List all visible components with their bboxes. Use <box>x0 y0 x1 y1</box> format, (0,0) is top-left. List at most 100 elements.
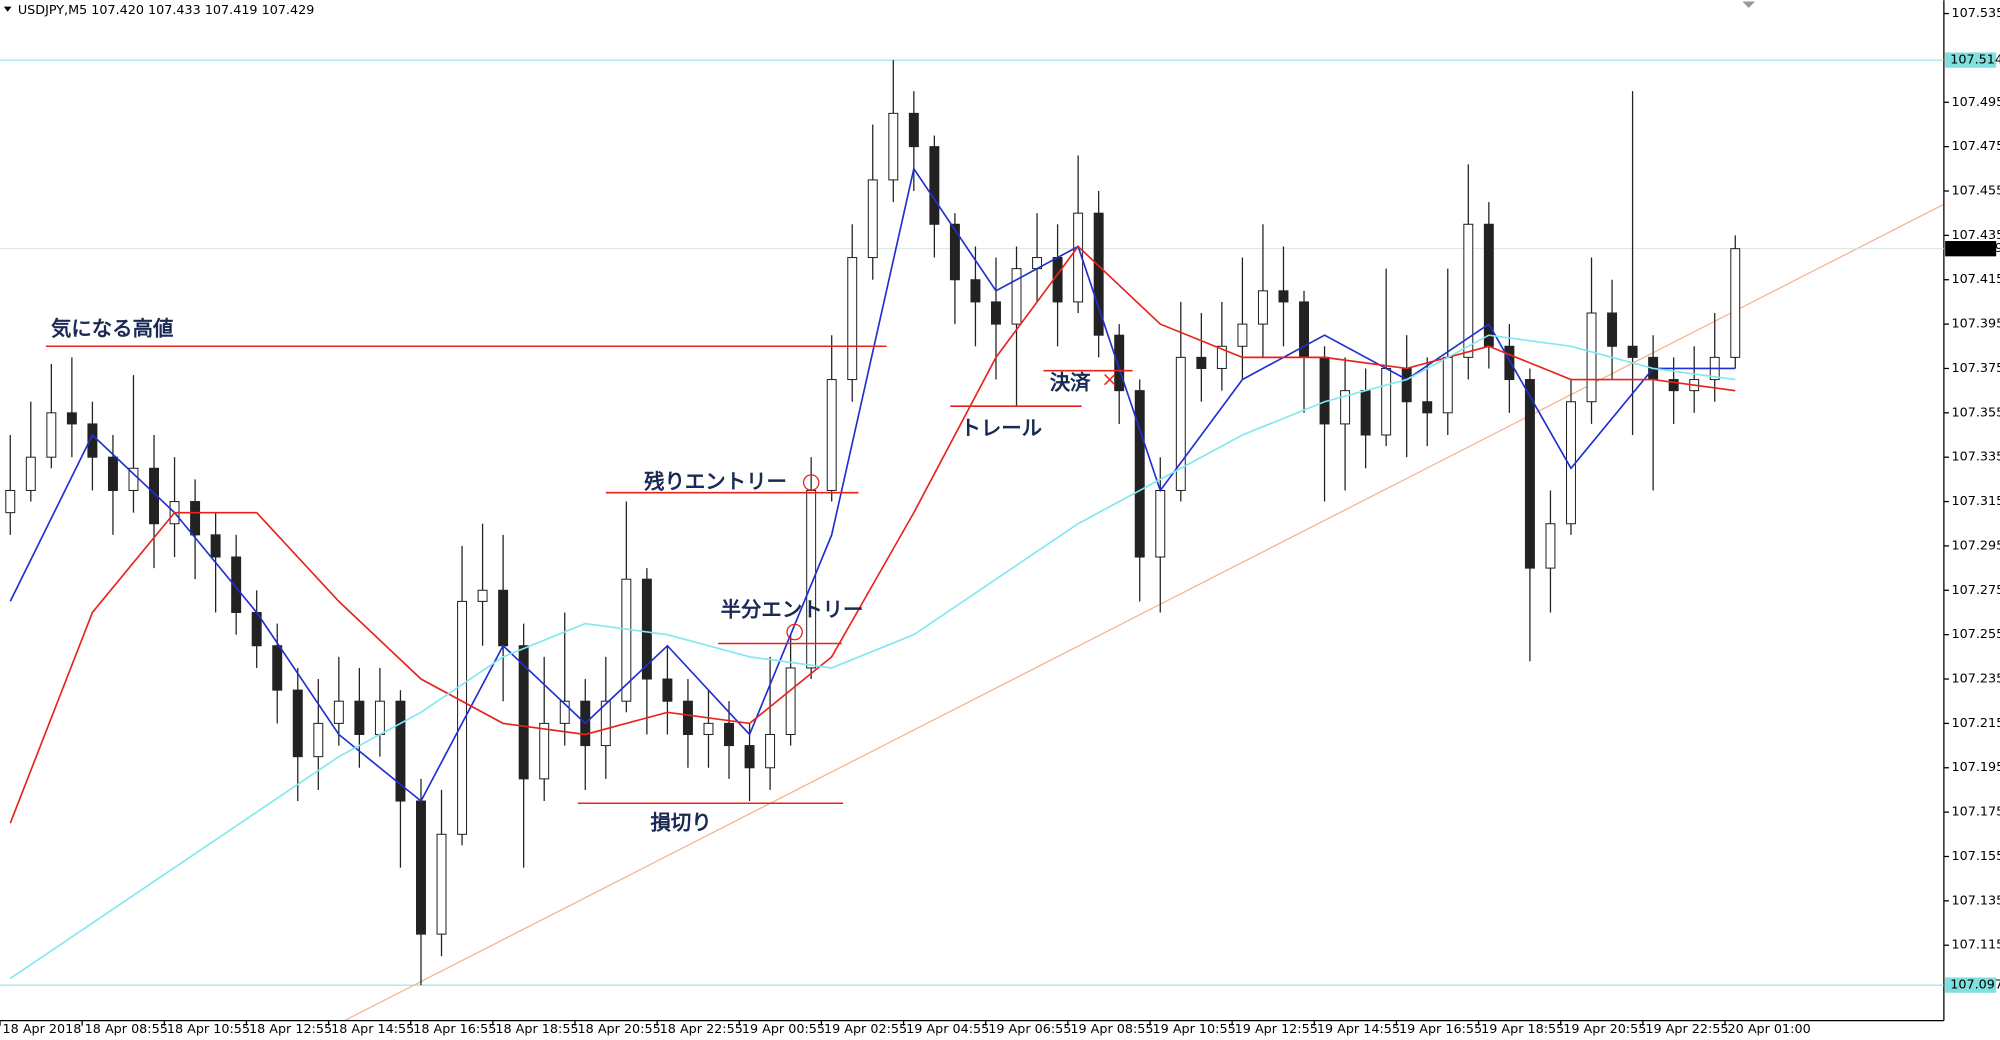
candle-body <box>149 467 159 525</box>
candle-body <box>1155 489 1166 558</box>
candle-body <box>662 678 673 702</box>
y-tick-label: 107.435 <box>1952 228 2000 243</box>
exit-marker <box>1104 373 1116 386</box>
candle-body <box>395 700 406 802</box>
candle-body <box>991 301 1001 325</box>
x-tick-label: 19 Apr 06:55 <box>988 1022 1071 1037</box>
annotation-label: 損切り <box>651 811 712 835</box>
annotation-label: 半分エントリー <box>721 597 864 621</box>
y-tick-label: 107.175 <box>1952 805 2000 820</box>
price-tag <box>1945 52 1997 68</box>
y-tick-label: 107.455 <box>1952 184 2000 199</box>
candle-body <box>559 700 570 724</box>
candle-body <box>457 600 468 835</box>
candle-body <box>1607 312 1618 347</box>
candle-body <box>785 667 796 735</box>
candle-body <box>1730 248 1741 358</box>
candle-body <box>847 257 858 381</box>
candle-body <box>724 722 734 747</box>
entry-marker <box>786 623 803 641</box>
x-tick-label: 18 Apr 14:55 <box>331 1022 414 1037</box>
candle-body <box>765 733 776 769</box>
candle-body <box>107 456 118 491</box>
x-tick-label: 18 Apr 10:55 <box>167 1022 250 1037</box>
candle-body <box>908 112 919 148</box>
candle-body <box>5 489 16 514</box>
candle-body <box>1011 268 1022 325</box>
x-tick-label: 18 Apr 08:55 <box>85 1022 168 1037</box>
candle-body <box>682 700 693 735</box>
annotation-label: 残りエントリー <box>644 469 787 493</box>
candle-body <box>477 589 488 602</box>
candle-body <box>744 745 755 769</box>
price-tag-label: 107.097 <box>1950 978 2000 993</box>
x-tick-label: 19 Apr 04:55 <box>906 1022 989 1037</box>
candle-body <box>1442 356 1453 414</box>
x-tick-label: 18 Apr 16:55 <box>413 1022 496 1037</box>
x-tick-label: 18 Apr 12:55 <box>249 1022 332 1037</box>
x-tick-label: 19 Apr 14:55 <box>1317 1022 1400 1037</box>
candle-body <box>1504 345 1515 381</box>
y-tick-label: 107.155 <box>1952 849 2000 864</box>
candle-body <box>641 578 652 680</box>
annotation-label: 決済 <box>1050 370 1091 394</box>
candle-body <box>1319 356 1330 425</box>
y-tick-label: 107.395 <box>1952 317 2000 332</box>
candle-body <box>1340 390 1351 425</box>
candle-body <box>210 534 221 558</box>
candle-body <box>1196 356 1207 369</box>
y-tick-label: 107.375 <box>1952 361 2000 376</box>
candle-body <box>1586 312 1597 403</box>
moving-average <box>9 334 1736 980</box>
candle-body <box>929 146 940 225</box>
candle-body <box>1114 334 1125 392</box>
candle-body <box>539 722 550 780</box>
candle-body <box>1401 367 1412 403</box>
candle-body <box>1134 390 1145 558</box>
candle-body <box>1237 323 1248 347</box>
y-tick-label: 107.315 <box>1952 494 2000 509</box>
candle-body <box>1524 379 1535 569</box>
x-tick-label: 18 Apr 18:55 <box>495 1022 578 1037</box>
candle-body <box>416 800 426 935</box>
candle-body <box>1381 367 1392 436</box>
y-tick-label: 107.255 <box>1952 627 2000 642</box>
y-tick-label: 107.355 <box>1952 405 2000 420</box>
annotation-label: トレール <box>960 416 1042 440</box>
moving-average <box>9 166 1736 803</box>
y-tick-label: 107.215 <box>1952 716 2000 731</box>
candle-body <box>600 700 611 747</box>
annotation-label: 気になる高値 <box>51 317 173 341</box>
candle-body <box>970 279 981 303</box>
price-tag-label: 107.514 <box>1950 53 2000 68</box>
candle-body <box>128 467 139 491</box>
candle-body <box>231 556 242 613</box>
candle-body <box>949 223 960 281</box>
candle-body <box>46 412 57 458</box>
candle-body <box>1627 345 1638 358</box>
candle-body <box>1668 379 1679 392</box>
menu-arrow[interactable] <box>3 6 12 12</box>
candle-body <box>1299 301 1309 358</box>
candle-body <box>518 645 529 780</box>
candle-body <box>621 578 632 702</box>
candle-body <box>1545 523 1556 569</box>
y-tick-label: 107.295 <box>1952 538 2000 553</box>
y-tick-label: 107.135 <box>1952 893 2000 908</box>
x-tick-label: 19 Apr 20:55 <box>1563 1022 1646 1037</box>
candle-body <box>1257 290 1268 325</box>
x-tick-label: 19 Apr 08:55 <box>1070 1022 1153 1037</box>
x-tick-label: 18 Apr 20:55 <box>578 1022 661 1037</box>
x-tick-label: 20 Apr 01:00 <box>1728 1022 1811 1037</box>
entry-marker <box>802 474 820 491</box>
y-tick-label: 107.195 <box>1952 760 2000 775</box>
candle-body <box>1093 212 1104 336</box>
candle-body <box>867 179 878 259</box>
candle-body <box>313 722 324 758</box>
x-tick-label: 19 Apr 02:55 <box>824 1022 907 1037</box>
x-tick-label: 18 Apr 22:55 <box>660 1022 743 1037</box>
candle-body <box>25 456 36 491</box>
candle-body <box>703 722 714 735</box>
candle-body <box>272 645 283 691</box>
